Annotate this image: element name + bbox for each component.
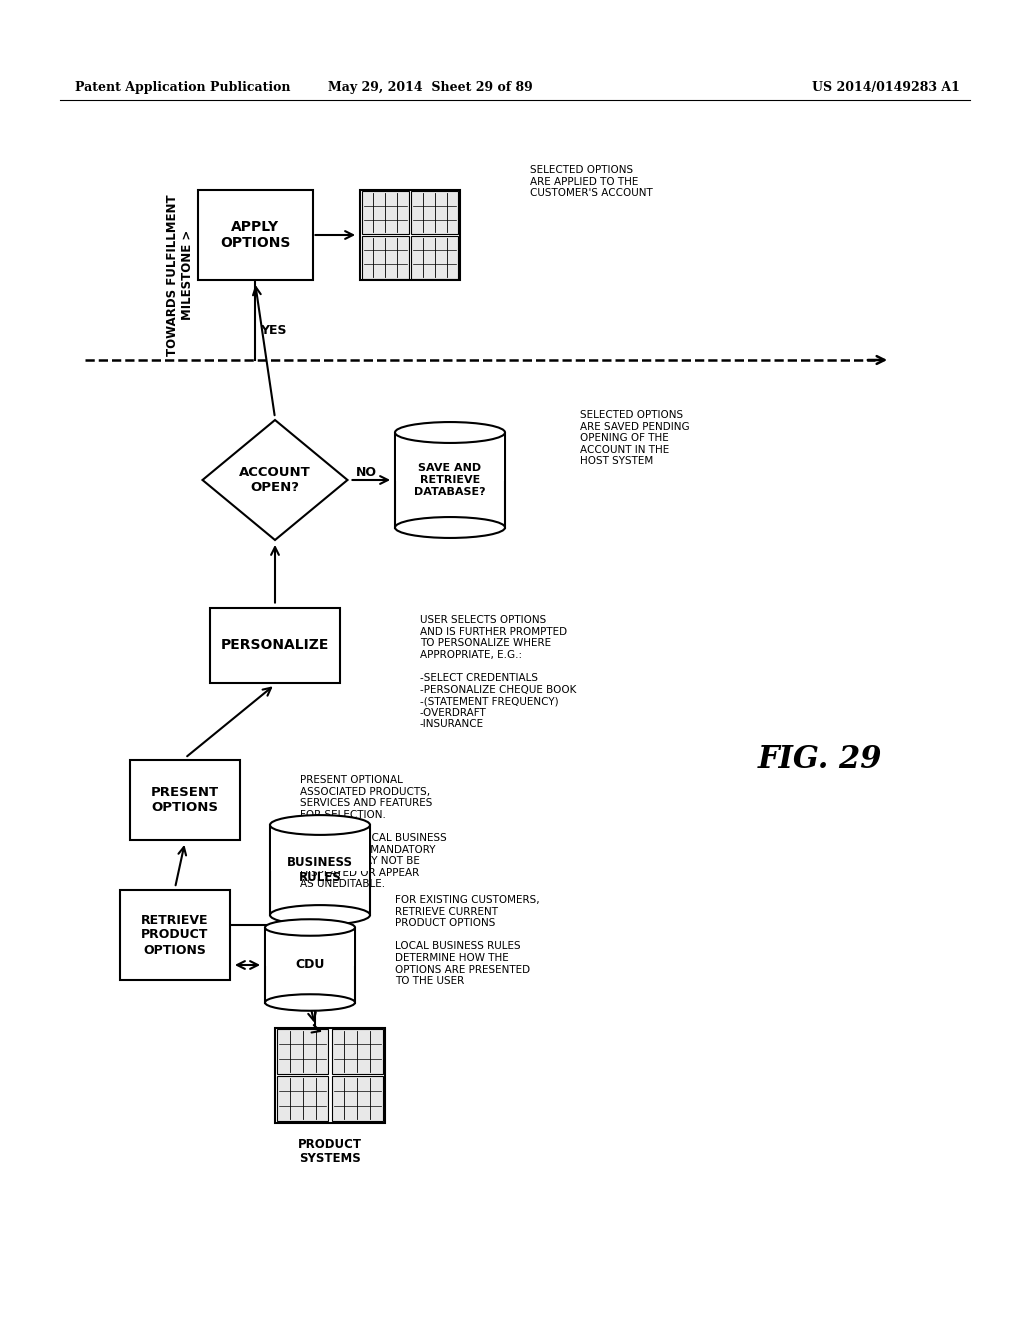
- Bar: [332, 1030, 383, 1073]
- Bar: [395, 433, 505, 528]
- Bar: [270, 825, 370, 915]
- Bar: [276, 1076, 329, 1121]
- Bar: [412, 191, 459, 234]
- Text: May 29, 2014  Sheet 29 of 89: May 29, 2014 Sheet 29 of 89: [328, 82, 532, 95]
- Text: PRESENT
OPTIONS: PRESENT OPTIONS: [151, 785, 219, 814]
- Text: ACCOUNT
OPEN?: ACCOUNT OPEN?: [240, 466, 311, 494]
- Bar: [361, 236, 409, 279]
- Text: SELECTED OPTIONS
ARE SAVED PENDING
OPENING OF THE
ACCOUNT IN THE
HOST SYSTEM: SELECTED OPTIONS ARE SAVED PENDING OPENI…: [580, 411, 689, 466]
- Text: Patent Application Publication: Patent Application Publication: [75, 82, 291, 95]
- Ellipse shape: [270, 814, 370, 836]
- Text: US 2014/0149283 A1: US 2014/0149283 A1: [812, 82, 961, 95]
- Bar: [210, 607, 340, 682]
- Text: PERSONALIZE: PERSONALIZE: [221, 638, 329, 652]
- Text: USER SELECTS OPTIONS
AND IS FURTHER PROMPTED
TO PERSONALIZE WHERE
APPROPRIATE, E: USER SELECTS OPTIONS AND IS FURTHER PROM…: [420, 615, 577, 730]
- Bar: [120, 890, 230, 979]
- Bar: [276, 1030, 329, 1073]
- Text: SAVE AND
RETRIEVE
DATABASE?: SAVE AND RETRIEVE DATABASE?: [414, 463, 485, 496]
- Polygon shape: [203, 420, 347, 540]
- Ellipse shape: [395, 422, 505, 444]
- Text: CDU: CDU: [295, 958, 325, 972]
- Text: NO: NO: [355, 466, 377, 479]
- Ellipse shape: [265, 919, 355, 936]
- Bar: [271, 826, 369, 871]
- Text: FOR EXISTING CUSTOMERS,
RETRIEVE CURRENT
PRODUCT OPTIONS

LOCAL BUSINESS RULES
D: FOR EXISTING CUSTOMERS, RETRIEVE CURRENT…: [395, 895, 540, 986]
- Bar: [412, 236, 459, 279]
- Ellipse shape: [395, 517, 505, 539]
- Bar: [275, 1027, 385, 1122]
- Bar: [265, 928, 355, 1002]
- Ellipse shape: [270, 906, 370, 925]
- Bar: [396, 433, 504, 480]
- Bar: [360, 190, 460, 280]
- Text: BUSINESS
RULES: BUSINESS RULES: [287, 855, 353, 884]
- Ellipse shape: [265, 994, 355, 1011]
- Text: PRODUCT
SYSTEMS: PRODUCT SYSTEMS: [298, 1138, 362, 1166]
- Text: RETRIEVE
PRODUCT
OPTIONS: RETRIEVE PRODUCT OPTIONS: [141, 913, 209, 957]
- Bar: [361, 191, 409, 234]
- Bar: [198, 190, 312, 280]
- Bar: [130, 760, 240, 840]
- Text: APPLY
OPTIONS: APPLY OPTIONS: [220, 220, 290, 249]
- Bar: [266, 928, 354, 966]
- Text: TOWARDS FULFILLMENT
MILESTONE >: TOWARDS FULFILLMENT MILESTONE >: [166, 194, 194, 356]
- Text: FIG. 29: FIG. 29: [758, 744, 883, 776]
- Text: SELECTED OPTIONS
ARE APPLIED TO THE
CUSTOMER'S ACCOUNT: SELECTED OPTIONS ARE APPLIED TO THE CUST…: [530, 165, 652, 198]
- Text: YES: YES: [260, 323, 287, 337]
- Text: PRESENT OPTIONAL
ASSOCIATED PRODUCTS,
SERVICES AND FEATURES
FOR SELECTION.

BASE: PRESENT OPTIONAL ASSOCIATED PRODUCTS, SE…: [300, 775, 446, 890]
- Bar: [332, 1076, 383, 1121]
